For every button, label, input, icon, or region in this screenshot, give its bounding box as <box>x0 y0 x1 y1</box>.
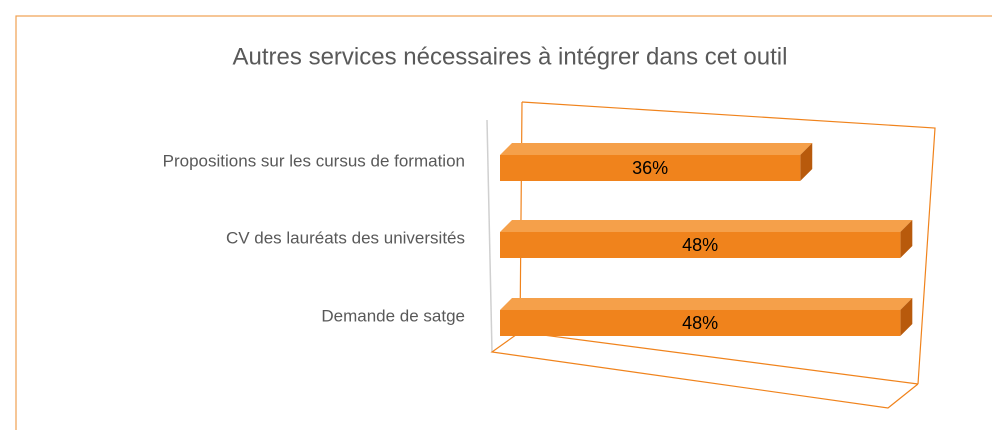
category-label: Demande de satge <box>321 306 465 325</box>
category-label: CV des lauréats des universités <box>226 228 465 247</box>
bar-top <box>500 220 913 232</box>
bar-side <box>900 298 913 336</box>
value-label: 48% <box>682 235 718 255</box>
back-wall <box>521 101 936 385</box>
bar-side <box>900 220 913 258</box>
floor <box>490 331 919 409</box>
category-label: Propositions sur les cursus de formation <box>163 151 465 170</box>
bar <box>500 155 801 181</box>
bar-side <box>800 143 813 181</box>
bar <box>500 310 901 336</box>
chart-title: Autres services nécessaires à intégrer d… <box>233 43 788 70</box>
bar <box>500 232 901 258</box>
value-label: 48% <box>682 313 718 333</box>
bar-top <box>500 143 813 155</box>
axis-line <box>486 119 493 353</box>
value-label: 36% <box>632 158 668 178</box>
chart-border <box>15 15 992 430</box>
bar-top <box>500 298 913 310</box>
